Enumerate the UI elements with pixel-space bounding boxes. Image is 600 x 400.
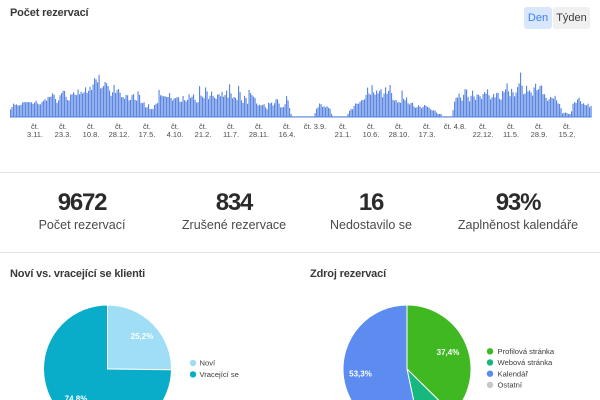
svg-text:čt.: čt. [507,122,515,131]
svg-text:čt.: čt. [227,122,235,131]
svg-text:čt.: čt. [115,122,123,131]
svg-text:Vracející se: Vracející se [200,370,239,379]
svg-text:čt.: čt. [59,122,67,131]
svg-text:23.3.: 23.3. [55,130,72,139]
svg-text:28.10.: 28.10. [389,130,410,139]
svg-text:čt.: čt. [255,122,263,131]
svg-text:28.12.: 28.12. [109,130,130,139]
svg-text:10.8.: 10.8. [83,130,100,139]
svg-text:17.5.: 17.5. [139,130,156,139]
svg-text:3.11.: 3.11. [27,130,43,139]
svg-text:16.4.: 16.4. [279,130,296,139]
svg-text:čt.: čt. [171,122,179,131]
svg-text:53,3%: 53,3% [349,370,372,379]
svg-text:čt.: čt. [199,122,207,131]
svg-text:Ostatní: Ostatní [498,381,523,390]
svg-text:čt.: čt. [535,122,543,131]
svg-text:28.11.: 28.11. [249,130,269,139]
svg-text:37,4%: 37,4% [437,348,460,357]
svg-text:čt.: čt. [367,122,375,131]
svg-text:10.6.: 10.6. [363,130,380,139]
svg-text:11.7.: 11.7. [223,130,239,139]
svg-text:čt.: čt. [31,122,39,131]
svg-text:čt.: čt. [423,122,431,131]
svg-text:15.2.: 15.2. [559,130,576,139]
svg-text:28.9.: 28.9. [531,130,548,139]
svg-text:čt. 3.9.: čt. 3.9. [304,122,327,131]
svg-text:Profilová stránka: Profilová stránka [498,347,555,356]
svg-text:11.5.: 11.5. [503,130,519,139]
svg-text:4.10.: 4.10. [167,130,184,139]
svg-text:čt.: čt. [479,122,487,131]
svg-text:čt. 4.8.: čt. 4.8. [444,122,467,131]
svg-text:čt.: čt. [339,122,347,131]
svg-text:17.3.: 17.3. [419,130,436,139]
svg-text:21.2.: 21.2. [195,130,212,139]
svg-text:čt.: čt. [395,122,403,131]
svg-text:21.1.: 21.1. [335,130,352,139]
svg-text:čt.: čt. [87,122,95,131]
svg-text:čt.: čt. [143,122,151,131]
svg-text:74,8%: 74,8% [65,395,88,400]
svg-text:čt.: čt. [563,122,571,131]
svg-text:22.12.: 22.12. [473,130,494,139]
svg-text:Webová stránka: Webová stránka [498,358,554,367]
svg-text:25,2%: 25,2% [131,332,154,341]
svg-text:Kalendář: Kalendář [498,369,529,378]
svg-text:Noví: Noví [200,359,217,368]
svg-text:čt.: čt. [283,122,291,131]
